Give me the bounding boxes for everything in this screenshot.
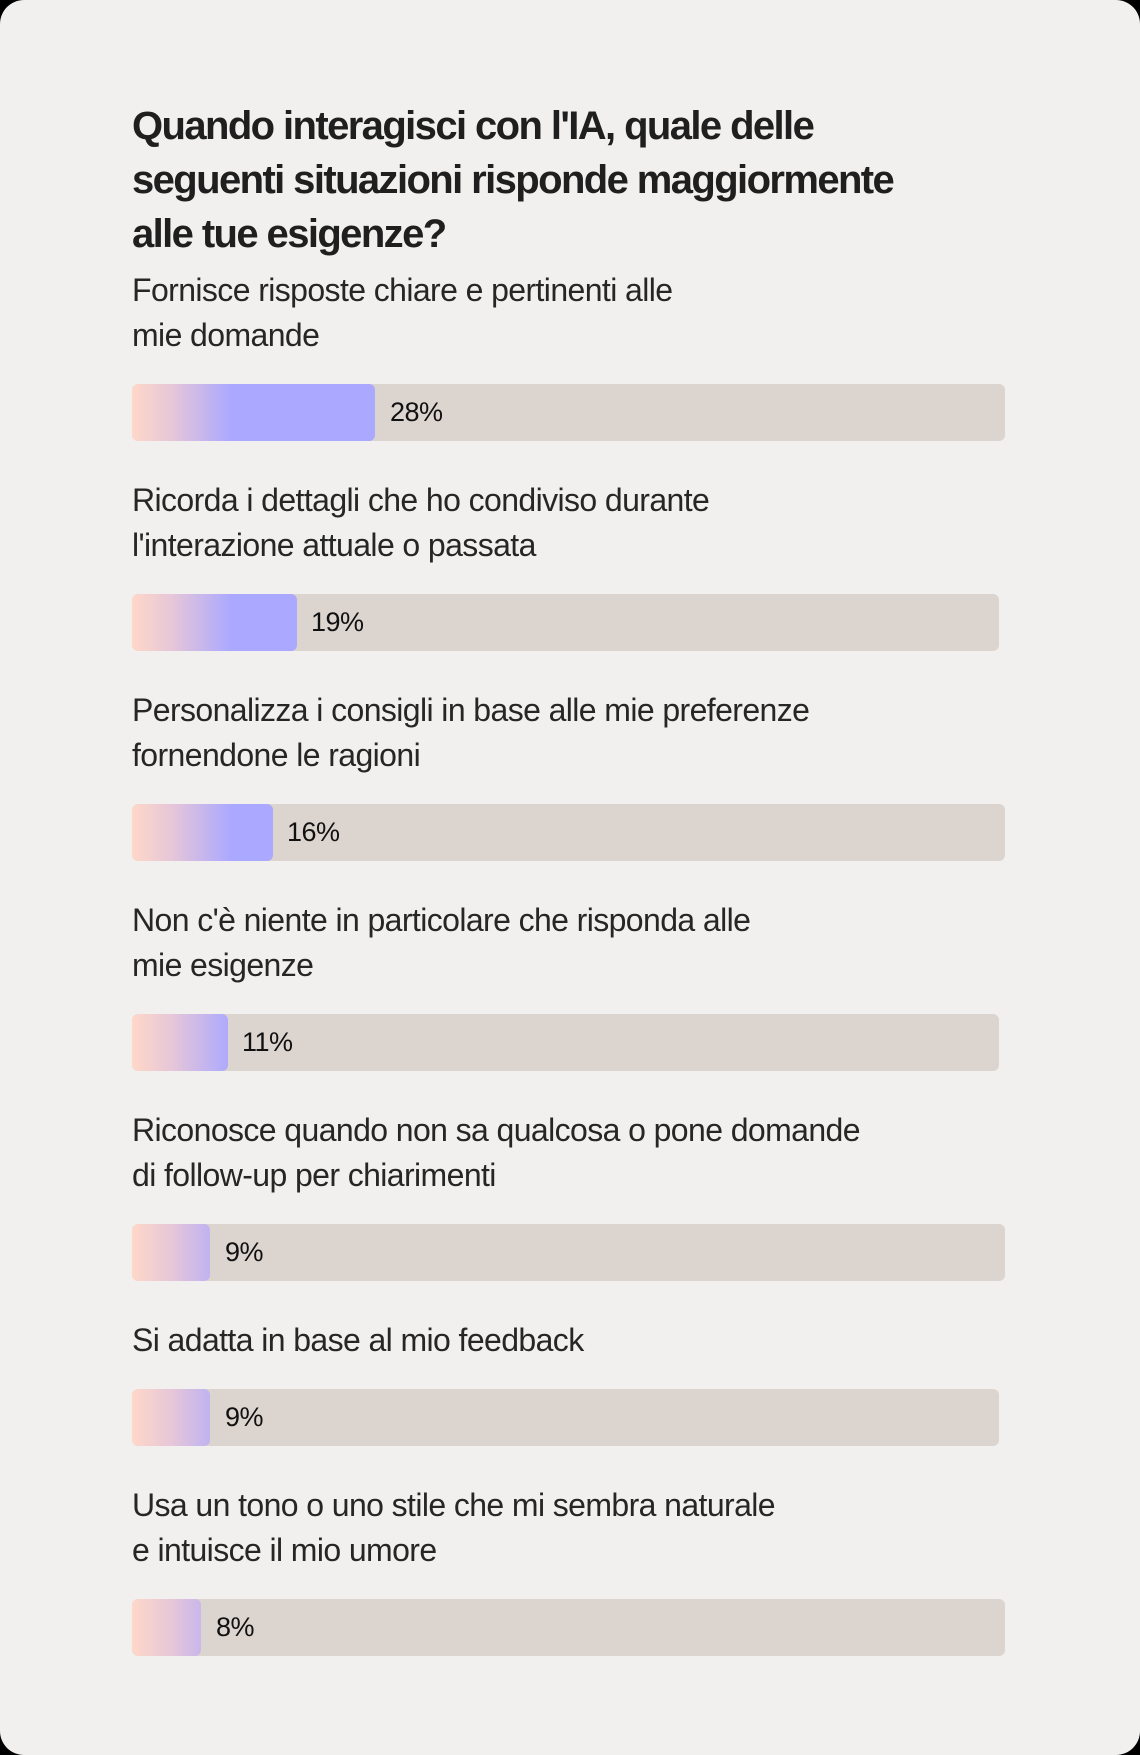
- label-line: Riconosce quando non sa qualcosa o pone …: [132, 1112, 861, 1148]
- bar-track: [132, 1014, 999, 1071]
- label-line: Ricorda i dettagli che ho condiviso dura…: [132, 482, 710, 518]
- bar-track: [132, 594, 999, 651]
- bar-value: 11%: [242, 1027, 293, 1057]
- bar-label: Usa un tono o uno stile che mi sembra na…: [132, 1483, 776, 1573]
- label-line: e intuisce il mio umore: [132, 1532, 437, 1568]
- bar-track: [132, 1599, 1005, 1656]
- bar-value: 9%: [225, 1402, 264, 1432]
- bar-label: Personalizza i consigli in base alle mie…: [132, 688, 810, 778]
- label-line: mie domande: [132, 317, 320, 353]
- label-line: di follow-up per chiarimenti: [132, 1157, 496, 1193]
- bar-fill: [132, 1389, 210, 1446]
- bar-value: 19%: [311, 607, 364, 637]
- bar-label: Riconosce quando non sa qualcosa o pone …: [132, 1108, 861, 1198]
- title-line: seguenti situazioni risponde maggiorment…: [132, 158, 895, 202]
- bar-value: 8%: [216, 1612, 255, 1642]
- bar-track: [132, 1389, 999, 1446]
- title-line: alle tue esigenze?: [132, 212, 447, 256]
- bar-fill: [132, 384, 375, 441]
- bar-label: Si adatta in base al mio feedback: [132, 1318, 584, 1363]
- bar-value: 16%: [287, 817, 340, 847]
- bar-value: 28%: [390, 397, 443, 427]
- bar-track: [132, 1224, 1005, 1281]
- bar-fill: [132, 1224, 210, 1281]
- label-line: Non c'è niente in particolare che rispon…: [132, 902, 751, 938]
- label-line: Si adatta in base al mio feedback: [132, 1322, 584, 1358]
- bar-fill: [132, 804, 273, 861]
- bar-fill: [132, 1599, 201, 1656]
- label-line: fornendone le ragioni: [132, 737, 421, 773]
- label-line: Usa un tono o uno stile che mi sembra na…: [132, 1487, 776, 1523]
- title-line: Quando interagisci con l'IA, quale delle: [132, 104, 815, 148]
- bar-label: Ricorda i dettagli che ho condiviso dura…: [132, 478, 710, 568]
- chart-title: Quando interagisci con l'IA, quale delle…: [132, 99, 1032, 261]
- bar-label: Non c'è niente in particolare che rispon…: [132, 898, 751, 988]
- bar-fill: [132, 594, 297, 651]
- label-line: mie esigenze: [132, 947, 314, 983]
- bar-track: [132, 804, 1005, 861]
- label-line: Personalizza i consigli in base alle mie…: [132, 692, 810, 728]
- label-line: Fornisce risposte chiare e pertinenti al…: [132, 272, 673, 308]
- bar-value: 9%: [225, 1237, 264, 1267]
- bar-label: Fornisce risposte chiare e pertinenti al…: [132, 268, 673, 358]
- bar-fill: [132, 1014, 228, 1071]
- bar-track: [132, 384, 1005, 441]
- label-line: l'interazione attuale o passata: [132, 527, 536, 563]
